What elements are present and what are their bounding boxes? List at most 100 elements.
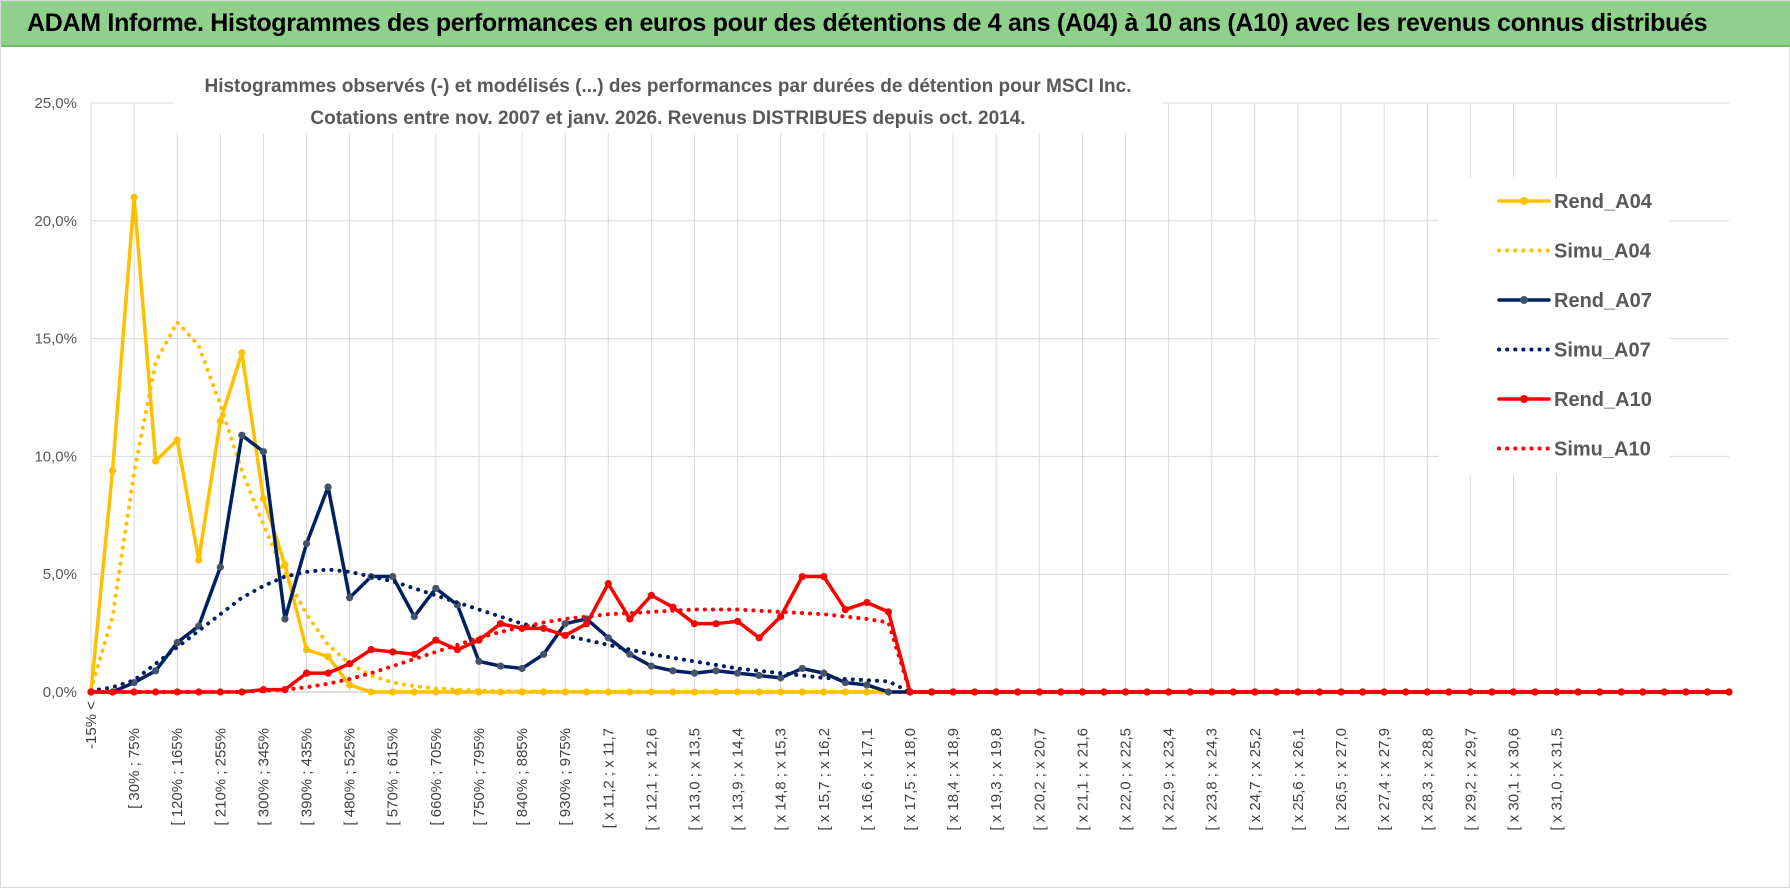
data-point [712, 688, 720, 696]
data-point [755, 634, 763, 642]
data-point [432, 688, 440, 696]
x-tick-label: [ x 22,0 ; x 22,5 [1118, 728, 1135, 831]
data-point [108, 688, 117, 696]
legend-marker [1520, 395, 1528, 403]
data-point [496, 662, 505, 670]
data-point [927, 688, 936, 696]
data-point [152, 457, 160, 465]
chart-title-area: Histogrammes observés (-) et modélisés (… [173, 65, 1163, 133]
y-tick-label: 10,0% [34, 448, 77, 465]
data-point [216, 563, 224, 571]
data-point [346, 594, 354, 602]
data-point [884, 688, 893, 696]
y-tick-label: 0,0% [43, 684, 77, 701]
data-point [1294, 688, 1302, 696]
data-point [841, 678, 849, 687]
x-tick-label: [ x 29,2 ; x 29,7 [1462, 728, 1479, 831]
legend: Rend_A04 Simu_A04 Rend_A07 Simu_A07 Rend_A10… [1439, 179, 1669, 475]
data-point [626, 650, 634, 658]
data-point [884, 608, 893, 616]
legend-label: Simu_A04 [1554, 241, 1652, 263]
data-point [583, 688, 591, 696]
data-point [518, 664, 526, 673]
data-point [841, 688, 849, 696]
y-tick-label: 25,0% [34, 95, 77, 112]
x-tick-label: [ x 30,1 ; x 30,6 [1505, 728, 1522, 831]
data-point [475, 657, 483, 665]
data-point [367, 688, 375, 696]
data-point [647, 662, 655, 670]
data-point [777, 688, 785, 696]
data-point [540, 650, 548, 658]
data-point [1359, 688, 1367, 696]
x-tick-label: [ x 17,5 ; x 18,0 [902, 728, 919, 831]
legend-label: Rend_A07 [1554, 290, 1652, 312]
data-point [324, 669, 332, 677]
legend-marker [1520, 197, 1528, 205]
data-point [216, 417, 224, 425]
data-point [346, 681, 354, 689]
data-point [259, 495, 268, 503]
data-point [820, 669, 828, 677]
data-point [389, 572, 397, 581]
series-lines [87, 193, 1733, 696]
data-point [410, 688, 418, 696]
data-point [733, 617, 742, 625]
data-point [992, 688, 1000, 696]
x-tick-label: [ x 12,1 ; x 12,6 [643, 728, 660, 831]
data-point [1617, 688, 1625, 696]
data-point [173, 436, 181, 444]
data-point [389, 648, 397, 656]
x-tick-label: [ x 23,8 ; x 24,3 [1204, 728, 1221, 831]
data-point [820, 572, 828, 581]
x-tick-label: [ x 26,5 ; x 27,0 [1333, 728, 1350, 831]
data-point [130, 678, 138, 687]
x-axis: -15% < [ 30% ; 75% [ 120% ; 165% [ 210% ; 2… [83, 701, 1566, 831]
data-point [798, 572, 806, 581]
data-point [712, 620, 720, 628]
legend-label: Rend_A10 [1554, 389, 1652, 411]
data-point [367, 645, 375, 654]
legend-label: Simu_A10 [1554, 439, 1651, 461]
x-tick-label: [ x 22,9 ; x 23,4 [1161, 728, 1178, 831]
x-tick-label: [ 210% ; 255% [212, 728, 229, 826]
chart-title: Histogrammes observés (-) et modélisés (… [204, 76, 1131, 97]
data-point [1488, 688, 1496, 696]
data-point [1552, 688, 1561, 696]
data-point [302, 669, 311, 677]
legend-marker [1520, 296, 1528, 304]
x-tick-label: [ x 15,7 ; x 16,2 [816, 728, 833, 831]
data-point [1229, 688, 1237, 696]
data-point [410, 613, 418, 621]
data-point [238, 431, 246, 439]
x-tick-label: [ 570% ; 615% [385, 728, 402, 826]
x-tick-label: [ x 18,4 ; x 18,9 [945, 728, 962, 831]
y-tick-label: 5,0% [43, 566, 77, 583]
data-point [540, 624, 548, 632]
x-tick-label: [ 660% ; 705% [428, 728, 445, 826]
y-tick-label: 20,0% [34, 213, 77, 230]
x-tick-label: [ 390% ; 435% [299, 728, 316, 826]
data-point [669, 603, 677, 611]
chart-title-background [173, 65, 1163, 133]
data-point [733, 669, 742, 677]
x-tick-label: [ x 25,6 ; x 26,1 [1290, 728, 1307, 831]
legend-label: Rend_A04 [1554, 191, 1653, 213]
data-point [302, 539, 311, 548]
x-tick-label: [ x 28,3 ; x 28,8 [1419, 728, 1436, 831]
data-point [561, 631, 569, 640]
report-banner: ADAM Informe. Histogrammes des performan… [1, 1, 1790, 47]
data-point [712, 667, 720, 675]
x-tick-label: [ x 14,8 ; x 15,3 [773, 728, 790, 831]
data-point [496, 620, 505, 628]
x-tick-label: [ x 27,4 ; x 27,9 [1376, 728, 1393, 831]
data-point [281, 615, 289, 623]
x-tick-label: [ x 13,0 ; x 13,5 [686, 728, 703, 831]
chart-subtitle: Cotations entre nov. 2007 et janv. 2026.… [310, 108, 1025, 129]
data-point [152, 667, 160, 675]
x-tick-label: [ 840% ; 885% [514, 728, 531, 826]
x-tick-label: -15% < [83, 701, 100, 749]
x-tick-label: [ x 20,2 ; x 20,7 [1031, 728, 1048, 831]
